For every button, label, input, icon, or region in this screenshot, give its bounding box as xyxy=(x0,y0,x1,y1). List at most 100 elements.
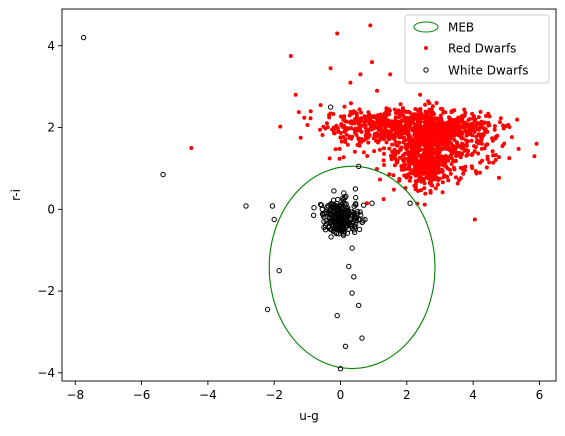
red-dwarf-point xyxy=(417,175,422,180)
red-dwarf-point xyxy=(429,131,434,136)
red-dwarf-point xyxy=(375,88,379,93)
white-dwarf-point xyxy=(337,366,344,372)
white-dwarf-point xyxy=(340,197,346,203)
red-dwarf-point xyxy=(442,126,447,131)
white-dwarf-point xyxy=(271,216,277,223)
red-dwarf-point xyxy=(516,146,521,151)
red-dwarf-point xyxy=(405,124,410,129)
red-dwarf-point xyxy=(361,150,366,155)
white-dwarf-point xyxy=(356,163,362,170)
red-dwarf-point xyxy=(507,125,512,129)
red-dwarf-point xyxy=(436,117,441,122)
red-dwarf-point xyxy=(453,121,458,125)
red-dwarf-point xyxy=(487,123,492,128)
red-dwarf-point xyxy=(404,147,409,152)
red-dwarf-point xyxy=(415,172,420,177)
red-dwarf-point xyxy=(454,124,459,129)
white-dwarf-point xyxy=(276,267,282,274)
red-dwarf-point xyxy=(421,160,426,165)
red-dwarf-point xyxy=(419,188,424,193)
red-dwarf-point xyxy=(430,110,435,115)
red-dwarf-point xyxy=(491,160,496,165)
red-dwarf-point xyxy=(440,190,445,195)
red-dwarf-point xyxy=(397,178,402,183)
white-dwarf-point xyxy=(359,335,365,341)
red-dwarf-point xyxy=(348,126,352,131)
red-dwarf-point xyxy=(487,114,492,119)
white-dwarf-point xyxy=(353,194,359,201)
red-dwarf-point xyxy=(424,175,429,180)
red-dwarf-point xyxy=(414,132,419,137)
red-dwarf-point xyxy=(419,165,424,170)
red-dwarf-point xyxy=(423,117,428,122)
red-dwarf-point xyxy=(356,136,361,141)
x-tick-label: −2 xyxy=(265,388,283,402)
red-dwarf-point xyxy=(357,143,362,148)
red-dwarf-point xyxy=(418,124,423,128)
x-tick-label: −8 xyxy=(66,388,84,402)
legend-white-dwarfs-label: White Dwarfs xyxy=(448,64,529,78)
legend-white-dwarfs-marker xyxy=(423,67,429,73)
red-dwarf-point xyxy=(302,115,307,120)
red-dwarf-point xyxy=(394,143,399,147)
red-dwarf-point xyxy=(390,149,395,154)
x-axis-label: u-g xyxy=(299,409,319,423)
red-dwarf-point xyxy=(423,102,427,107)
y-tick-label: −2 xyxy=(37,284,55,298)
red-dwarf-point xyxy=(445,166,450,171)
red-dwarf-point xyxy=(328,66,333,71)
red-dwarf-point xyxy=(437,149,442,154)
white-dwarf-point xyxy=(356,302,362,309)
white-dwarf-point xyxy=(340,213,346,219)
red-dwarf-point xyxy=(450,120,455,125)
white-dwarf-point xyxy=(340,200,346,206)
red-dwarf-point xyxy=(433,123,438,127)
red-dwarf-point xyxy=(426,119,431,124)
y-tick-label: 4 xyxy=(47,39,55,53)
white-dwarf-point xyxy=(369,200,375,206)
red-dwarf-point xyxy=(487,160,492,165)
red-dwarf-point xyxy=(463,128,468,133)
red-dwarf-point xyxy=(460,118,465,123)
white-dwarf-point xyxy=(356,226,363,233)
red-dwarf-point xyxy=(400,106,405,111)
red-dwarf-point xyxy=(331,112,336,116)
red-dwarf-point xyxy=(497,175,501,180)
red-dwarf-point xyxy=(335,31,340,36)
red-dwarf-point xyxy=(416,189,421,193)
red-dwarf-point xyxy=(458,165,463,170)
red-dwarf-point xyxy=(475,138,480,143)
red-dwarf-point xyxy=(387,172,392,177)
red-dwarf-point xyxy=(436,139,441,144)
red-dwarf-point xyxy=(485,154,490,159)
red-dwarf-point xyxy=(444,157,448,162)
red-dwarf-point xyxy=(362,114,367,119)
legend: MEB Red Dwarfs White Dwarfs xyxy=(404,14,550,84)
white-dwarf-point xyxy=(346,263,352,270)
red-dwarf-point xyxy=(469,129,473,134)
red-dwarf-point xyxy=(461,143,466,148)
red-dwarf-point xyxy=(455,143,460,147)
red-dwarf-point xyxy=(288,54,293,58)
red-dwarf-point xyxy=(390,142,395,147)
red-dwarf-point xyxy=(492,124,497,129)
red-dwarf-point xyxy=(441,175,446,180)
red-dwarf-point xyxy=(362,120,367,125)
red-dwarf-point xyxy=(449,129,454,134)
red-dwarf-point xyxy=(327,115,332,120)
red-dwarf-point xyxy=(478,122,483,127)
red-dwarf-point xyxy=(467,125,472,129)
red-dwarf-point xyxy=(342,104,347,109)
white-dwarf-point xyxy=(356,217,362,223)
red-dwarf-point xyxy=(449,136,453,140)
red-dwarf-point xyxy=(480,158,485,163)
white-dwarf-point xyxy=(346,220,353,226)
red-dwarf-point xyxy=(375,125,380,130)
red-dwarf-point xyxy=(403,119,408,124)
red-dwarf-point xyxy=(418,136,423,141)
red-dwarf-point xyxy=(383,134,388,139)
white-dwarf-point xyxy=(311,205,317,211)
red-dwarf-point xyxy=(407,178,412,183)
red-dwarf-point xyxy=(385,129,390,133)
